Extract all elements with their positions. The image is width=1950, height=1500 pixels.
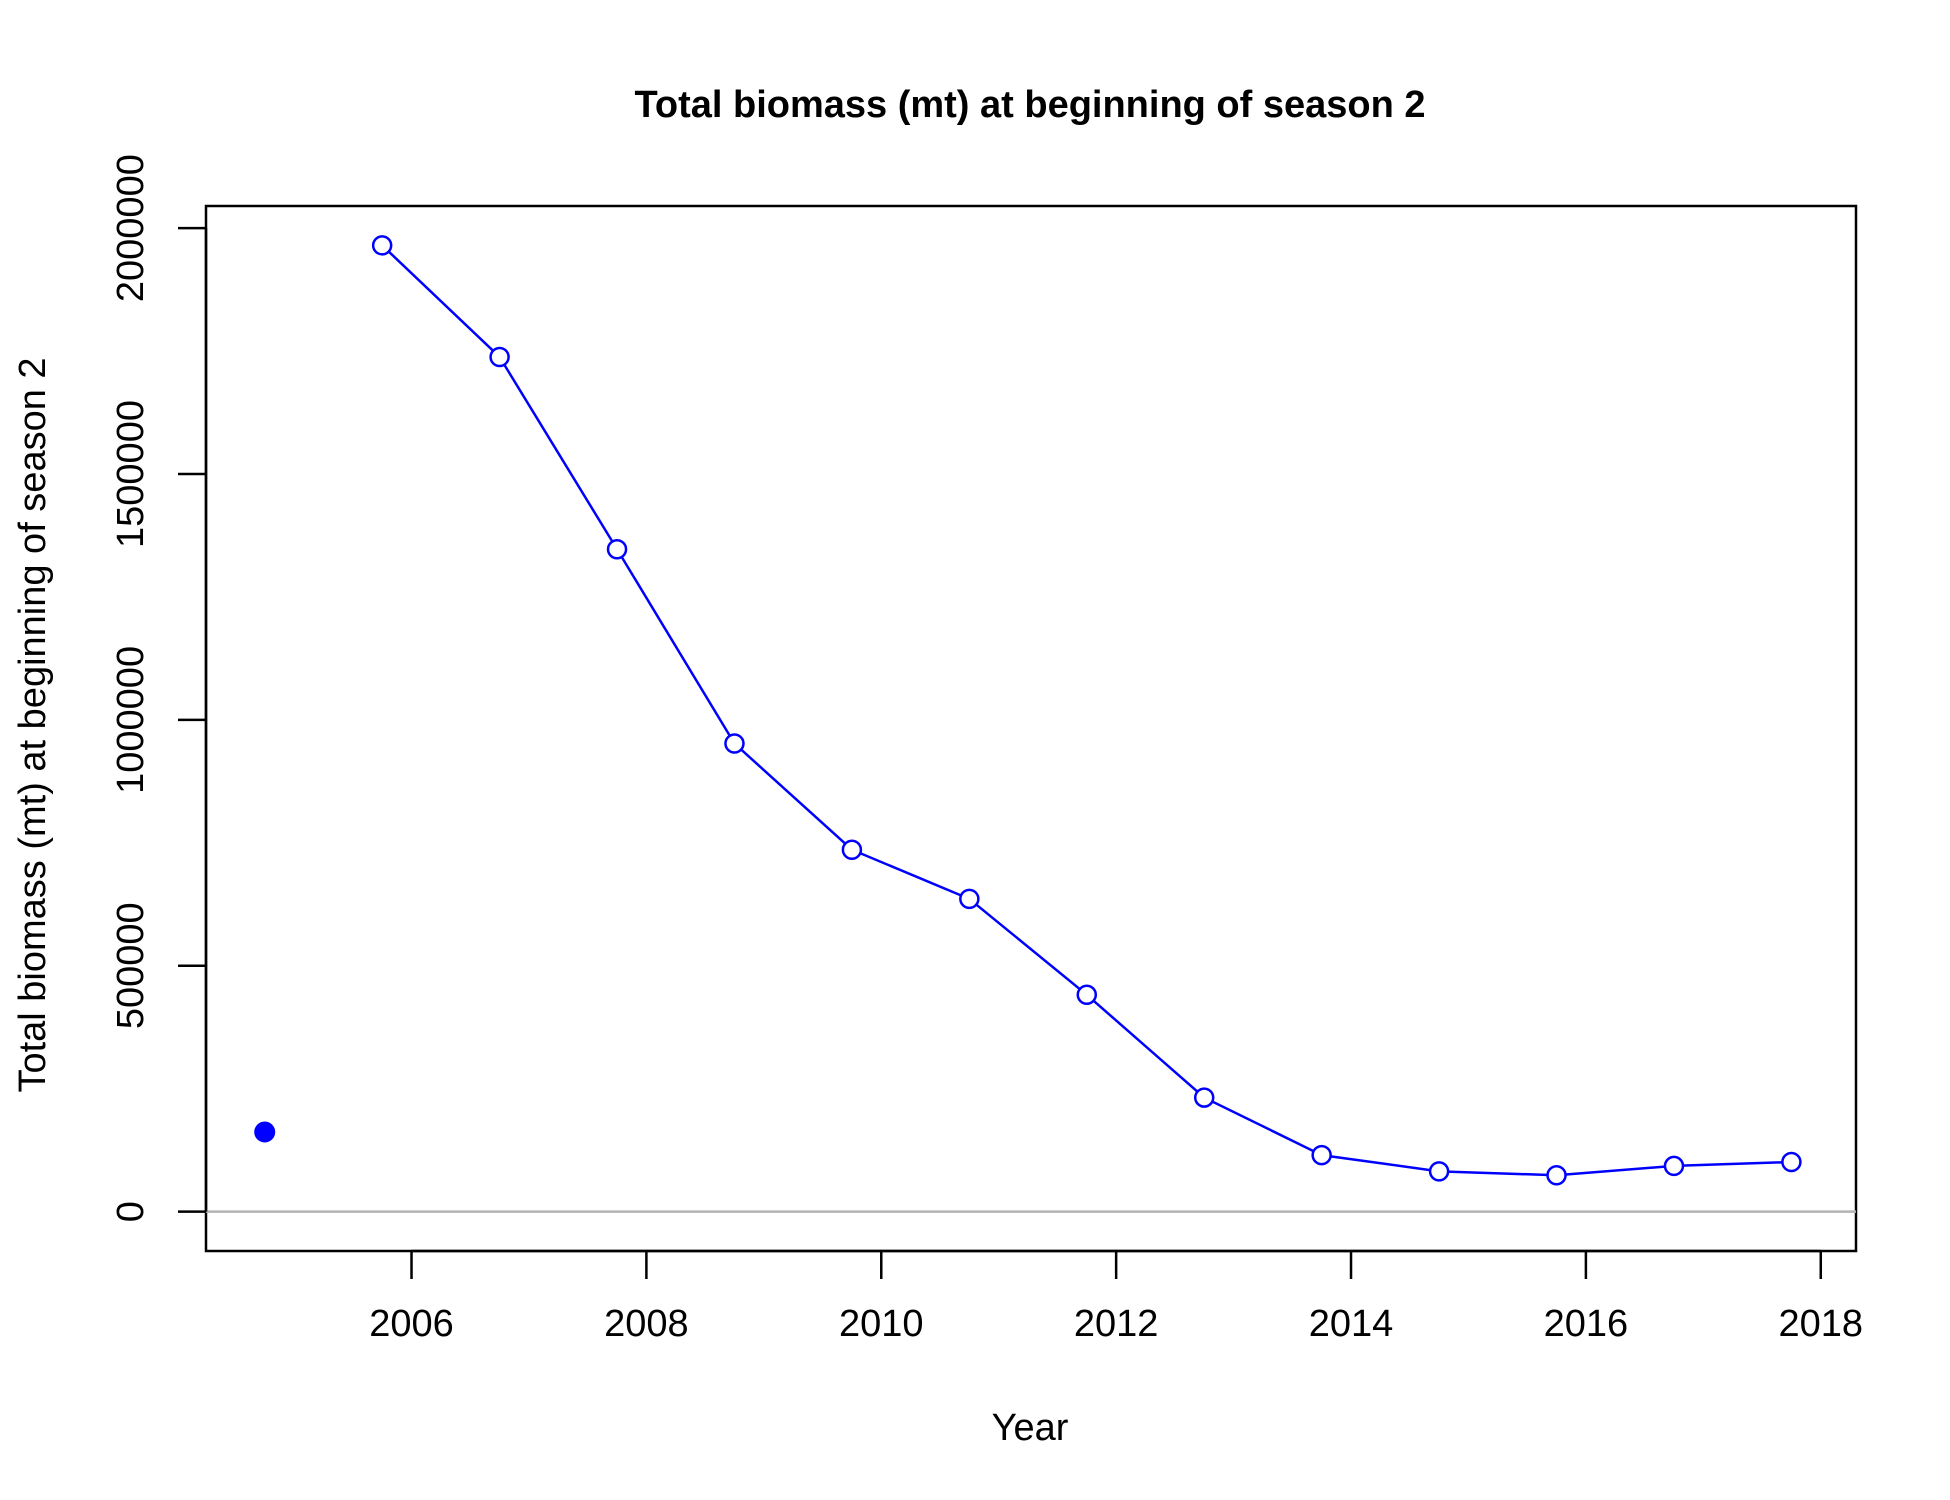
x-tick-label: 2012: [1074, 1303, 1159, 1345]
data-point: [1076, 984, 1098, 1006]
y-axis-label: Total biomass (mt) at beginning of seaso…: [12, 357, 54, 1092]
data-point: [1428, 1161, 1450, 1182]
data-point-filled: [254, 1121, 276, 1143]
y-tick-label: 0: [110, 1201, 152, 1222]
y-axis: 0 500000 1000000 1500000 2000000: [110, 154, 208, 1222]
data-point: [1546, 1165, 1567, 1186]
series-layer: [254, 235, 1802, 1186]
data-point: [371, 235, 393, 256]
x-tick-label: 2018: [1778, 1303, 1863, 1345]
data-point: [606, 539, 628, 560]
data-point: [489, 346, 510, 368]
x-tick-label: 2010: [839, 1303, 924, 1345]
y-tick-label: 1500000: [110, 400, 152, 548]
y-tick-label: 500000: [110, 902, 152, 1029]
x-tick-label: 2014: [1309, 1303, 1394, 1345]
x-axis-label: Year: [992, 1407, 1069, 1449]
data-point: [1663, 1155, 1685, 1177]
chart-title: Total biomass (mt) at beginning of seaso…: [634, 84, 1425, 126]
x-tick-label: 2008: [604, 1303, 689, 1345]
y-tick-label: 2000000: [110, 154, 152, 302]
series-line: [381, 244, 1792, 1177]
data-point: [841, 839, 863, 860]
data-point: [959, 888, 980, 910]
data-point: [724, 733, 745, 754]
plot-frame: [204, 204, 1858, 1253]
data-point: [1781, 1151, 1802, 1173]
data-point: [1193, 1087, 1215, 1108]
x-axis: 2006 2008 2010 2012 2014 2016 2018: [369, 1249, 1863, 1345]
x-tick-label: 2016: [1544, 1303, 1629, 1345]
x-tick-label: 2006: [369, 1303, 454, 1345]
y-tick-label: 1000000: [110, 646, 152, 794]
data-point: [1311, 1144, 1332, 1166]
